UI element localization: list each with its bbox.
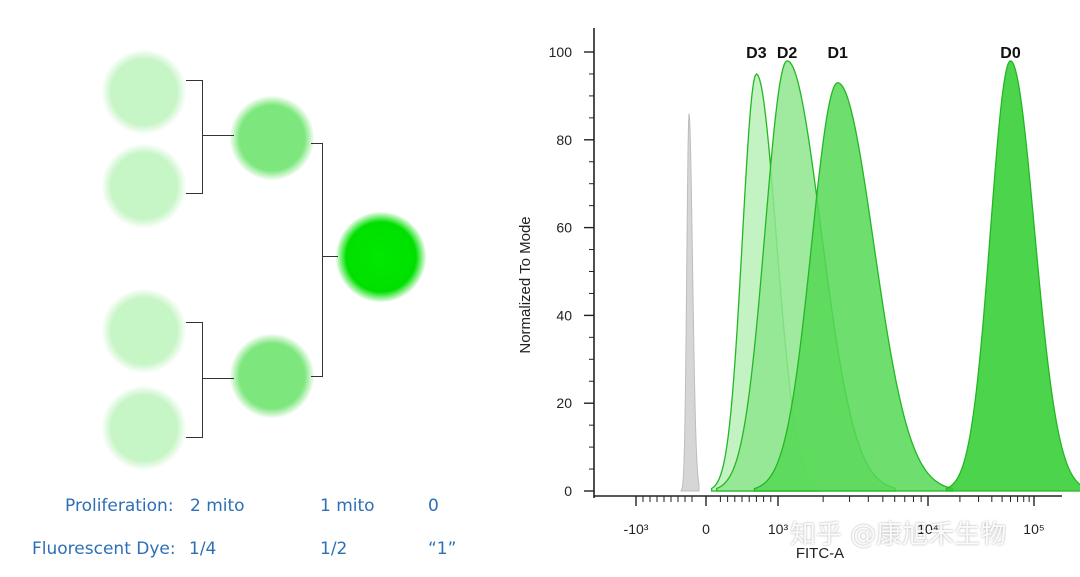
dye-value-3: “1” (428, 539, 457, 559)
dye-value-2: 1/2 (320, 539, 348, 559)
cell-gen1-2 (230, 334, 314, 418)
y-tick-label: 80 (556, 132, 572, 148)
x-tick-label: -10³ (624, 521, 649, 537)
x-tick-label: 10⁴ (917, 521, 939, 537)
axis-layer: 0 20 40 60 80 100 -10³ 0 10³ 10⁴ 10⁵ Normalized To … (517, 28, 1062, 562)
x-tick-label: 10⁵ (1023, 521, 1044, 537)
y-tick-label: 100 (549, 44, 573, 60)
y-axis-title: Normalized To Mode (517, 216, 534, 353)
proliferation-value-1: 2 mito (190, 496, 245, 516)
cell-gen2-2 (102, 144, 186, 228)
label-layer: D3 D2 D1 D0 (746, 45, 1021, 62)
cell-gen2-1 (102, 50, 186, 134)
y-tick-label: 60 (556, 220, 572, 236)
x-tick-label: 0 (702, 521, 710, 537)
series-layer (710, 60, 1080, 492)
lineage-bracket-1 (186, 80, 203, 194)
y-tick-label: 20 (556, 395, 572, 411)
peak-label-d0: D0 (1000, 45, 1021, 62)
control-layer (680, 113, 700, 492)
proliferation-value-2: 1 mito (320, 496, 375, 516)
peak-label-d2: D2 (777, 45, 798, 62)
y-tick-label: 40 (556, 307, 572, 323)
lineage-bracket-2 (186, 322, 203, 438)
x-tick-label: 10³ (768, 521, 789, 537)
y-tick-label: 0 (564, 483, 572, 499)
cell-gen0 (336, 212, 426, 302)
row-label-dye: Fluorescent Dye: (32, 539, 176, 559)
peak-label-d1: D1 (827, 45, 848, 62)
control-histogram (680, 113, 700, 492)
cell-gen1-1 (230, 96, 314, 180)
lineage-bracket-3 (311, 143, 323, 377)
watermark: 知乎 @康旭禾生物 (790, 520, 1007, 550)
lineage-connector-3 (322, 256, 338, 257)
cell-gen2-4 (102, 386, 186, 470)
lineage-connector-2 (202, 378, 234, 379)
peak-label-d3: D3 (746, 45, 767, 62)
x-axis-title: FITC-A (796, 545, 844, 562)
dye-value-1: 1/4 (189, 539, 217, 559)
proliferation-value-3: 0 (428, 496, 439, 516)
peak-d0 (945, 60, 1080, 492)
peak-d1 (753, 82, 954, 492)
row-label-proliferation: Proliferation: (65, 496, 174, 516)
cell-gen2-3 (102, 289, 186, 373)
lineage-connector-1 (202, 135, 234, 136)
